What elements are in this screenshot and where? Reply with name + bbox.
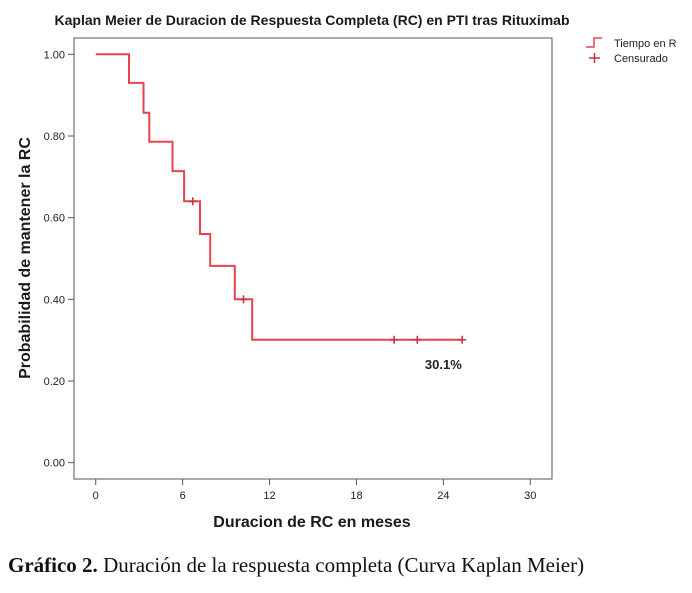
x-tick-label: 18 bbox=[350, 490, 362, 502]
y-tick-label: 0.60 bbox=[44, 213, 65, 225]
x-tick-label: 0 bbox=[93, 490, 99, 502]
figure-caption: Gráfico 2. Duración de la respuesta comp… bbox=[8, 553, 584, 578]
legend-label-survival: Tiempo en R bbox=[614, 38, 677, 50]
y-tick-label: 0.20 bbox=[44, 376, 65, 388]
x-axis-label: Duracion de RC en meses bbox=[213, 514, 411, 531]
y-tick-label: 0.40 bbox=[44, 294, 65, 306]
survival-step-line bbox=[95, 53, 463, 341]
x-tick-label: 6 bbox=[180, 490, 186, 502]
legend: Tiempo en R Censurado bbox=[586, 37, 677, 65]
x-axis: 0 6 12 18 24 30 bbox=[93, 479, 536, 502]
legend-label-censored: Censurado bbox=[614, 53, 668, 65]
y-axis-label: Probabilidad de mantener la RC bbox=[17, 137, 34, 379]
legend-step-icon bbox=[586, 37, 602, 48]
y-tick-label: 0.80 bbox=[44, 131, 65, 143]
annotation-label: 30.1% bbox=[425, 357, 462, 372]
y-tick-label: 1.00 bbox=[44, 49, 65, 61]
plot-frame bbox=[73, 37, 553, 480]
caption-text: Duración de la respuesta completa (Curva… bbox=[97, 553, 585, 577]
censored-marker bbox=[239, 295, 248, 304]
censored-marker bbox=[413, 335, 422, 344]
x-tick-label: 24 bbox=[437, 490, 449, 502]
censored-marker bbox=[458, 335, 467, 344]
chart-title: Kaplan Meier de Duracion de Respuesta Co… bbox=[55, 12, 570, 28]
caption-bold: Gráfico 2. bbox=[8, 553, 98, 577]
censored-marker bbox=[188, 197, 197, 206]
annotation-layer: 30.1% bbox=[425, 357, 462, 372]
legend-censored-icon bbox=[589, 53, 600, 63]
series-layer bbox=[95, 53, 467, 344]
x-tick-label: 12 bbox=[263, 490, 275, 502]
kaplan-meier-chart: Kaplan Meier de Duracion de Respuesta Co… bbox=[17, 12, 677, 531]
y-tick-label: 0.00 bbox=[44, 458, 65, 470]
x-tick-label: 30 bbox=[524, 490, 536, 502]
y-axis: 0.00 0.20 0.40 0.60 0.80 1.00 bbox=[44, 49, 74, 470]
censored-marker bbox=[390, 335, 399, 344]
